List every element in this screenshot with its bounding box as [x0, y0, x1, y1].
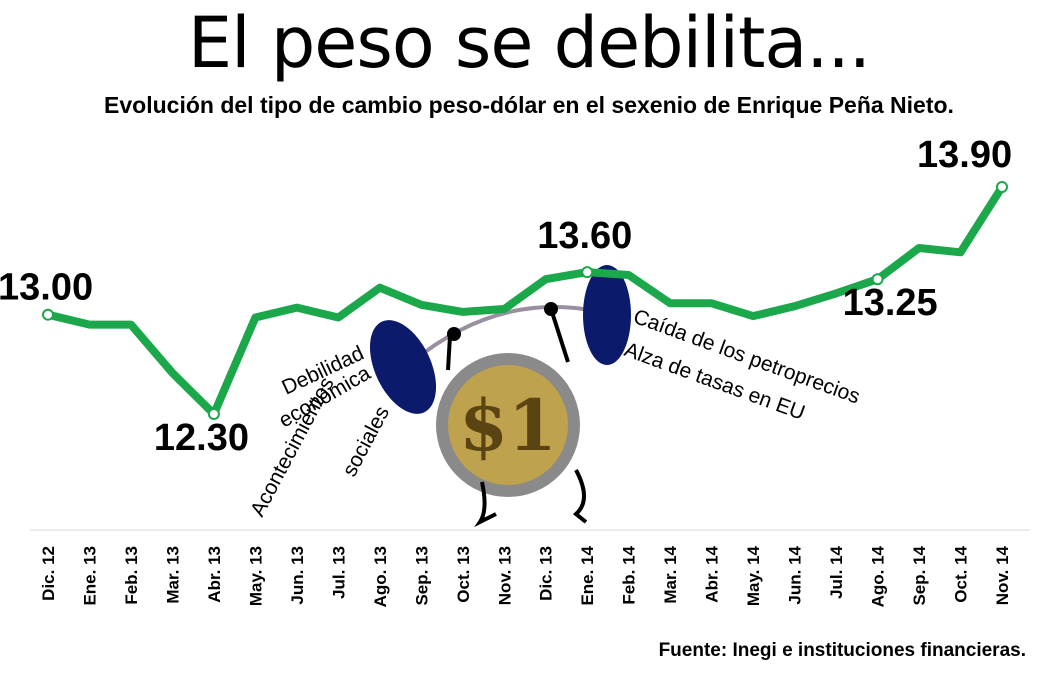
barbell-weight-left — [369, 320, 437, 414]
coin-leg-left — [474, 481, 497, 528]
coin-hand-right — [544, 302, 558, 316]
x-tick-label: Feb. 14 — [620, 545, 639, 604]
annotation-left-line-4: sociales — [338, 403, 394, 481]
data-point — [871, 273, 884, 286]
x-tick-label: Jul. 13 — [329, 546, 348, 599]
data-label: 13.00 — [0, 267, 93, 309]
x-tick-label: Ago. 13 — [371, 546, 390, 607]
x-tick-label: May. 13 — [246, 546, 265, 606]
data-label: 13.90 — [917, 134, 1012, 176]
x-tick-label: Mar. 14 — [661, 545, 680, 603]
data-label: 13.60 — [537, 215, 632, 257]
coin-leg-right — [572, 469, 588, 524]
source-note: Fuente: Inegi e instituciones financiera… — [658, 640, 1026, 661]
barbell-bar — [410, 304, 601, 364]
x-tick-label: Jun. 14 — [786, 545, 805, 604]
data-labels: 13.00 12.30 13.60 13.25 13.90 — [0, 134, 1012, 459]
chart-subtitle: Evolución del tipo de cambio peso-dólar … — [104, 92, 954, 118]
chart-title: El peso se debilita... — [187, 2, 871, 84]
x-tick-label: Mar. 13 — [163, 546, 182, 604]
data-point — [581, 266, 594, 279]
x-tick-label: Ene. 14 — [578, 545, 597, 605]
x-tick-label: Abr. 14 — [703, 545, 722, 602]
coin-illustration: $1 — [369, 265, 631, 528]
x-tick-label: Jun. 13 — [288, 546, 307, 605]
x-tick-label: May. 14 — [744, 545, 763, 606]
coin-center — [448, 365, 568, 485]
series-line — [44, 183, 1006, 418]
data-label: 12.30 — [154, 417, 249, 459]
x-tick-label: Sep. 13 — [412, 546, 431, 606]
x-tick-label: Sep. 14 — [910, 545, 929, 605]
coin-dollar-icon: $1 — [459, 384, 556, 467]
coin-arm-right — [550, 311, 570, 363]
x-tick-label: Dic. 12 — [39, 546, 58, 601]
x-tick-labels: Dic. 12 Ene. 13 Feb. 13 Mar. 13 Abr. 13 May. … — [39, 545, 1012, 607]
data-point — [207, 408, 220, 420]
data-point — [996, 181, 1008, 193]
x-tick-label: Nov. 14 — [993, 545, 1012, 605]
x-tick-label: Ago. 14 — [869, 545, 888, 607]
data-points — [42, 181, 1008, 420]
x-tick-label: Jul. 14 — [827, 545, 846, 598]
x-tick-label: Ene. 13 — [81, 546, 100, 606]
x-tick-label: Oct. 14 — [952, 545, 971, 602]
data-label: 13.25 — [843, 282, 938, 324]
x-tick-label: Oct. 13 — [454, 546, 473, 603]
x-tick-label: Feb. 13 — [122, 546, 141, 605]
annotation-right: Caída de los petroprecios Alza de tasas … — [621, 305, 863, 425]
x-tick-label: Dic. 13 — [537, 546, 556, 601]
annotation-left: Debilidad económica Acontecimientos soci… — [246, 342, 394, 521]
barbell-weight-right — [583, 265, 631, 365]
coin-arm-left — [446, 335, 452, 371]
x-tick-label: Abr. 13 — [205, 546, 224, 603]
x-tick-label: Nov. 13 — [495, 546, 514, 605]
coin-hand-left — [447, 327, 461, 341]
data-point — [42, 308, 54, 321]
